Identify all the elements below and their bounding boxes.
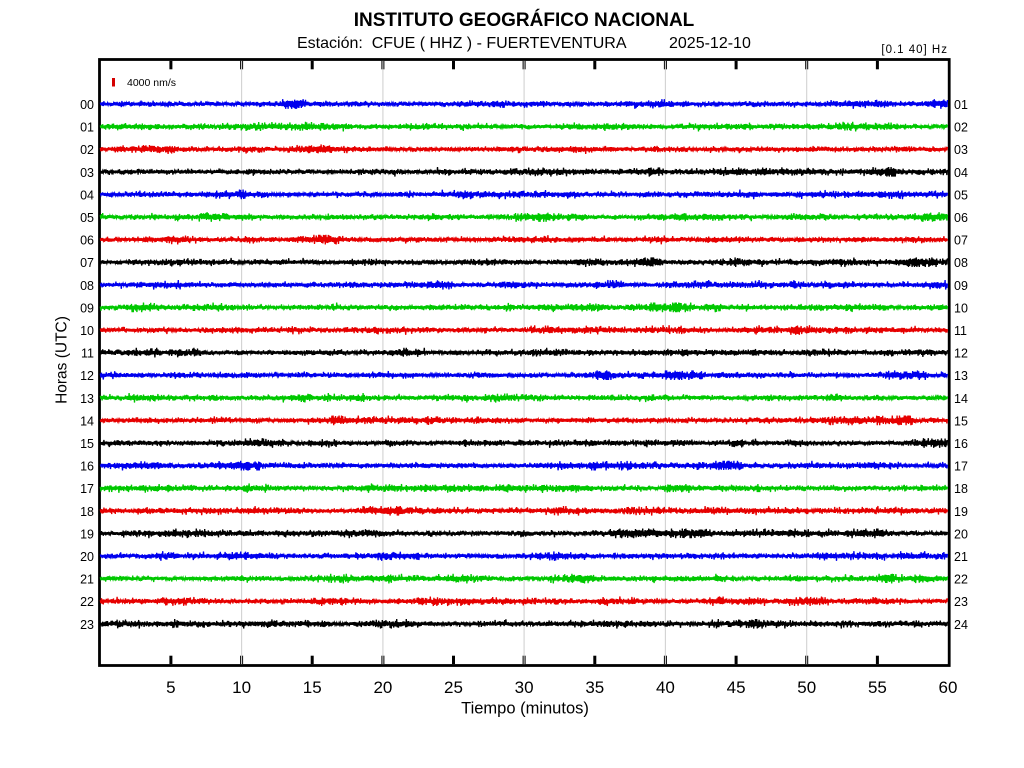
svg-text:40: 40 <box>656 678 675 697</box>
svg-text:Horas (UTC): Horas (UTC) <box>54 316 71 404</box>
svg-text:03: 03 <box>80 166 94 180</box>
svg-text:20: 20 <box>954 527 968 541</box>
svg-text:4000 nm/s: 4000 nm/s <box>127 77 176 89</box>
svg-text:21: 21 <box>80 573 94 587</box>
svg-text:21: 21 <box>954 550 968 564</box>
svg-text:60: 60 <box>939 678 958 697</box>
svg-text:10: 10 <box>954 301 968 315</box>
svg-text:10: 10 <box>80 324 94 338</box>
svg-text:55: 55 <box>868 678 887 697</box>
svg-text:20: 20 <box>373 678 392 697</box>
svg-text:[0.1 40] Hz: [0.1 40] Hz <box>881 44 948 56</box>
svg-text:09: 09 <box>954 279 968 293</box>
svg-text:04: 04 <box>954 166 968 180</box>
svg-text:22: 22 <box>80 595 94 609</box>
svg-text:35: 35 <box>585 678 604 697</box>
svg-text:06: 06 <box>954 211 968 225</box>
svg-text:23: 23 <box>954 595 968 609</box>
svg-text:03: 03 <box>954 143 968 157</box>
svg-text:04: 04 <box>80 188 94 202</box>
svg-text:20: 20 <box>80 550 94 564</box>
svg-text:18: 18 <box>954 482 968 496</box>
svg-text:INSTITUTO GEOGRÁFICO NACIONAL: INSTITUTO GEOGRÁFICO NACIONAL <box>354 9 695 31</box>
svg-text:05: 05 <box>954 188 968 202</box>
svg-text:18: 18 <box>80 505 94 519</box>
svg-text:30: 30 <box>515 678 534 697</box>
svg-text:16: 16 <box>954 437 968 451</box>
svg-text:02: 02 <box>954 121 968 135</box>
svg-text:14: 14 <box>954 392 968 406</box>
svg-text:10: 10 <box>232 678 251 697</box>
svg-text:23: 23 <box>80 618 94 632</box>
svg-text:05: 05 <box>80 211 94 225</box>
svg-text:12: 12 <box>954 347 968 361</box>
svg-text:06: 06 <box>80 234 94 248</box>
svg-text:01: 01 <box>80 121 94 135</box>
svg-text:19: 19 <box>80 527 94 541</box>
svg-text:Estación: CFUE ( HHZ ) - FUER: Estación: CFUE ( HHZ ) - FUERTEVENTURA <box>297 35 627 52</box>
svg-text:11: 11 <box>954 324 967 338</box>
svg-text:02: 02 <box>80 143 94 157</box>
svg-text:12: 12 <box>80 369 94 383</box>
svg-text:5: 5 <box>166 678 175 697</box>
svg-text:07: 07 <box>954 234 968 248</box>
svg-text:01: 01 <box>954 98 968 112</box>
svg-text:45: 45 <box>727 678 746 697</box>
svg-text:22: 22 <box>954 573 968 587</box>
svg-text:16: 16 <box>80 460 94 474</box>
svg-text:25: 25 <box>444 678 463 697</box>
svg-text:09: 09 <box>80 301 94 315</box>
svg-text:17: 17 <box>80 482 94 496</box>
svg-text:17: 17 <box>954 460 968 474</box>
svg-text:08: 08 <box>954 256 968 270</box>
svg-text:14: 14 <box>80 414 94 428</box>
svg-text:00: 00 <box>80 98 94 112</box>
svg-text:15: 15 <box>303 678 322 697</box>
svg-text:15: 15 <box>954 414 968 428</box>
svg-text:11: 11 <box>81 347 94 361</box>
svg-text:13: 13 <box>80 392 94 406</box>
svg-text:07: 07 <box>80 256 94 270</box>
svg-text:13: 13 <box>954 369 968 383</box>
svg-text:50: 50 <box>797 678 816 697</box>
svg-text:24: 24 <box>954 618 968 632</box>
svg-text:2025-12-10: 2025-12-10 <box>669 35 751 52</box>
svg-text:15: 15 <box>80 437 94 451</box>
svg-text:19: 19 <box>954 505 968 519</box>
svg-text:08: 08 <box>80 279 94 293</box>
svg-text:Tiempo (minutos): Tiempo (minutos) <box>461 700 589 718</box>
